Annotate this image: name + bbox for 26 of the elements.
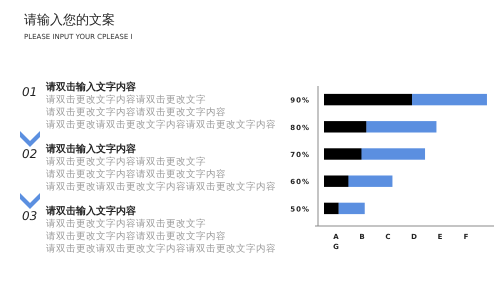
bar xyxy=(338,202,365,214)
text: 请双击更改文字内容请双击更改文字内容 xyxy=(46,168,226,180)
text: 01 xyxy=(22,85,38,99)
text: 请双击更改请双击更改文字内容请双击更改文字内容 xyxy=(46,180,276,192)
text: 02 xyxy=(22,147,38,161)
text: 请双击输入文字内容 xyxy=(45,81,136,93)
bar xyxy=(361,148,426,160)
bar xyxy=(324,94,412,106)
text: 请双击更改文字内容请双击更改文字 xyxy=(46,156,206,168)
text: 请双击更改请双击更改文字内容请双击更改文字内容 xyxy=(46,242,276,254)
text: 03 xyxy=(22,209,38,223)
bar xyxy=(324,121,366,133)
bar xyxy=(412,94,487,106)
text: 请双击输入文字内容 xyxy=(45,205,136,217)
bar xyxy=(324,202,339,214)
bar xyxy=(324,148,362,160)
bar xyxy=(366,121,436,133)
text: 请双击更改文字内容请双击更改文字内容 xyxy=(46,230,226,242)
bar xyxy=(324,175,348,187)
text: 请输入您的文案 xyxy=(24,12,115,28)
text: 请双击更改文字内容请双击更改文字 xyxy=(46,94,206,106)
text: 请双击更改文字内容请双击更改文字 xyxy=(46,218,206,230)
bar xyxy=(348,175,392,187)
text: 请双击更改请双击更改文字内容请双击更改文字内容 xyxy=(46,118,276,130)
text: 请双击更改文字内容请双击更改文字内容 xyxy=(46,106,226,118)
text: 请双击输入文字内容 xyxy=(45,143,136,155)
